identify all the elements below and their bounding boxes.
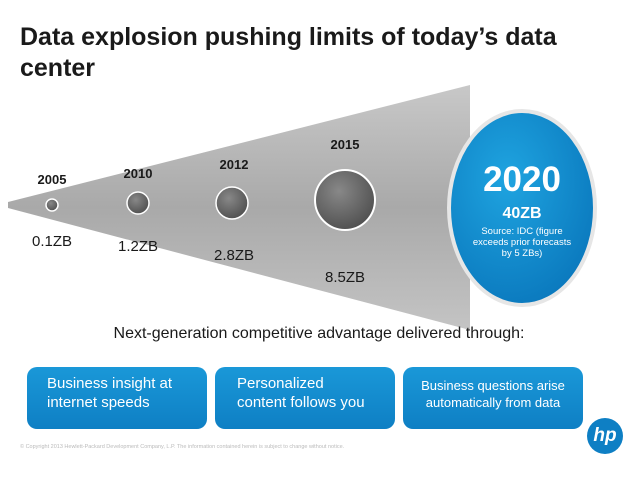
year-2005: 2005	[37, 172, 67, 187]
year-2020: 2020	[483, 160, 561, 199]
circle-2020	[447, 109, 597, 307]
slide-title: Data explosion pushing limits of today’s…	[20, 23, 557, 82]
dot-2010	[126, 191, 150, 215]
year-2010: 2010	[123, 166, 153, 181]
box-personalized-content: Personalized content follows you	[215, 367, 395, 429]
value-2010: 1.2ZB	[117, 238, 159, 255]
value-2005: 0.1ZB	[31, 233, 73, 250]
source-note: Source: IDC (figure exceeds prior foreca…	[472, 226, 572, 259]
dot-2005	[45, 198, 59, 212]
year-2012: 2012	[219, 157, 249, 172]
copyright-footer: © Copyright 2013 Hewlett-Packard Develop…	[20, 444, 345, 450]
box-line: internet speeds	[47, 394, 150, 411]
dot-2012	[215, 186, 249, 220]
value-2015: 8.5ZB	[324, 269, 366, 286]
box-line: automatically from data	[425, 395, 561, 410]
value-2012: 2.8ZB	[213, 247, 255, 264]
value-2020: 40ZB	[502, 205, 542, 222]
dot-2015	[314, 169, 376, 231]
box-business-questions: Business questions arise automatically f…	[403, 367, 583, 429]
box-line: Business questions arise	[421, 378, 565, 393]
box-line: Personalized	[237, 375, 324, 392]
box-line: Business insight at	[47, 375, 173, 392]
hp-logo-icon: hp	[587, 418, 623, 454]
slide-subtitle: Next-generation competitive advantage de…	[113, 325, 525, 342]
logo-text: hp	[593, 425, 617, 446]
box-business-insight: Business insight at internet speeds	[27, 367, 207, 429]
year-2015: 2015	[330, 137, 360, 152]
box-line: content follows you	[237, 394, 365, 411]
